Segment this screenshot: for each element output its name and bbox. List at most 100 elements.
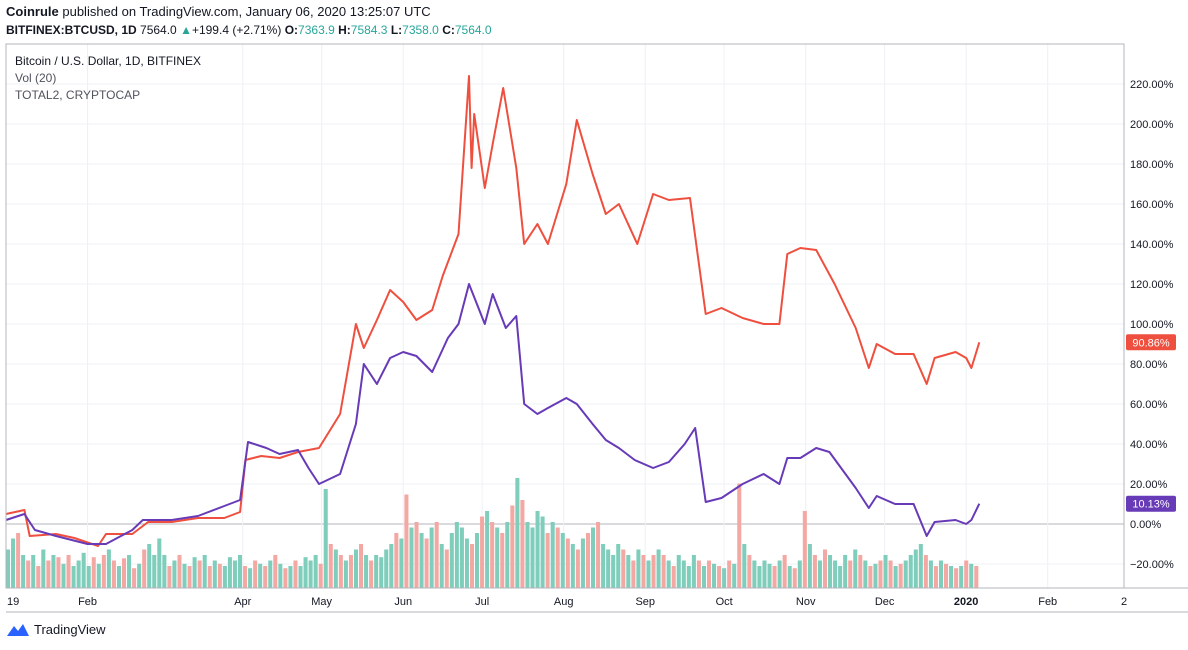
volume-bar	[429, 527, 434, 588]
volume-bar	[424, 538, 429, 588]
y-tick-label: 40.00%	[1130, 439, 1168, 451]
volume-bar	[575, 549, 580, 588]
volume-bar	[525, 522, 530, 588]
volume-bar	[843, 555, 848, 588]
volume-bar	[333, 549, 338, 588]
volume-bar	[127, 555, 132, 588]
volume-bar	[878, 560, 883, 588]
legend-compare-series[interactable]: TOTAL2, CRYPTOCAP	[15, 88, 140, 102]
legend-main-series[interactable]: Bitcoin / U.S. Dollar, 1D, BITFINEX	[15, 54, 201, 68]
volume-bar	[828, 555, 833, 588]
plot-border	[5, 43, 1125, 589]
volume-bar	[601, 544, 606, 588]
open-label: O:	[284, 23, 299, 37]
volume-bar	[414, 522, 419, 588]
volume-bar	[908, 555, 913, 588]
volume-bar	[565, 538, 570, 588]
x-tick-label: Nov	[796, 596, 816, 608]
x-tick-label: 19	[7, 596, 19, 608]
volume-bar	[949, 566, 954, 588]
y-tick-label: 120.00%	[1130, 279, 1174, 291]
publisher-name[interactable]: Coinrule	[6, 4, 59, 19]
volume-bar	[964, 560, 969, 588]
volume-bar	[273, 555, 278, 588]
volume-bar	[172, 560, 177, 588]
volume-bar	[701, 566, 706, 588]
legend-volume[interactable]: Vol (20)	[15, 71, 56, 85]
x-tick-label: 2020	[954, 596, 978, 608]
volume-bar	[626, 555, 631, 588]
x-tick-label: Feb	[1038, 596, 1057, 608]
x-tick-label: Apr	[234, 596, 251, 608]
volume-bar	[848, 560, 853, 588]
volume-bar	[384, 549, 389, 588]
volume-bar	[762, 560, 767, 588]
volume-bar	[81, 552, 86, 588]
volume-bar	[621, 549, 626, 588]
volume-bar	[248, 568, 253, 588]
volume-bar	[106, 549, 111, 588]
volume-bar	[767, 563, 772, 588]
volume-bar	[369, 560, 374, 588]
footer-brand[interactable]: TradingView	[6, 622, 106, 637]
volume-bar	[505, 522, 510, 588]
last-value-badge	[1126, 495, 1176, 512]
volume-bar	[237, 555, 243, 588]
volume-bar	[944, 563, 949, 588]
volume-bar	[353, 549, 359, 588]
high-value: 7584.3	[350, 23, 388, 37]
volume-bar	[893, 566, 898, 588]
volume-bar	[86, 566, 91, 588]
high-label: H:	[338, 23, 351, 37]
volume-bar	[913, 549, 918, 588]
volume-bar	[187, 566, 192, 588]
y-tick-label: 140.00%	[1130, 239, 1174, 251]
volume-bar	[696, 560, 701, 588]
volume-bar	[520, 500, 525, 588]
volume-bar	[807, 544, 812, 588]
volume-bar	[671, 566, 676, 588]
x-tick-label: Aug	[554, 596, 574, 608]
volume-bar	[359, 544, 364, 588]
volume-bar	[162, 555, 167, 588]
volume-bar	[787, 566, 792, 588]
volume-bar	[439, 544, 444, 588]
up-triangle-icon: ▲	[180, 23, 192, 37]
last-value-text: 10.13%	[1132, 499, 1170, 511]
volume-bar	[712, 563, 717, 588]
chart-frame	[5, 43, 1188, 613]
volume-bar	[464, 538, 469, 588]
volume-bar	[197, 560, 202, 588]
close-label: C:	[442, 23, 455, 37]
volume-bar	[898, 563, 903, 588]
price-axis[interactable]: −20.00% 0.00% 20.00% 40.00% 60.00% 80.00% 100.…	[1130, 79, 1174, 571]
chart-grid	[5, 44, 1125, 588]
last-price: 7564.0	[140, 23, 177, 37]
symbol-label[interactable]: BITFINEX:BTCUSD, 1D	[6, 23, 137, 37]
volume-bar	[338, 555, 343, 588]
volume-bar	[969, 563, 974, 588]
y-tick-label: 160.00%	[1130, 199, 1174, 211]
volume-bar	[485, 511, 490, 588]
volume-bar	[16, 533, 21, 588]
volume-bar	[833, 560, 838, 588]
volume-bar	[974, 566, 979, 588]
time-axis[interactable]: 19 Feb Apr May Jun Jul Aug Sep Oct Nov Dec 2020 Feb 2	[7, 596, 1127, 608]
volume-bar	[232, 560, 237, 588]
volume-bar	[540, 516, 545, 588]
volume-bar	[838, 566, 843, 588]
y-tick-label: 60.00%	[1130, 399, 1168, 411]
volume-bar	[606, 549, 611, 588]
volume-bar	[555, 527, 560, 588]
volume-bar	[747, 555, 752, 588]
volume-bar	[510, 505, 515, 588]
volume-bar	[374, 555, 379, 588]
volume-bar	[676, 555, 681, 588]
volume-bar	[636, 549, 641, 588]
volume-bar	[530, 527, 535, 588]
brand-name: TradingView	[34, 622, 106, 637]
volume-bar	[147, 544, 152, 588]
volume-bar	[348, 555, 353, 588]
volume-bar	[303, 557, 308, 588]
